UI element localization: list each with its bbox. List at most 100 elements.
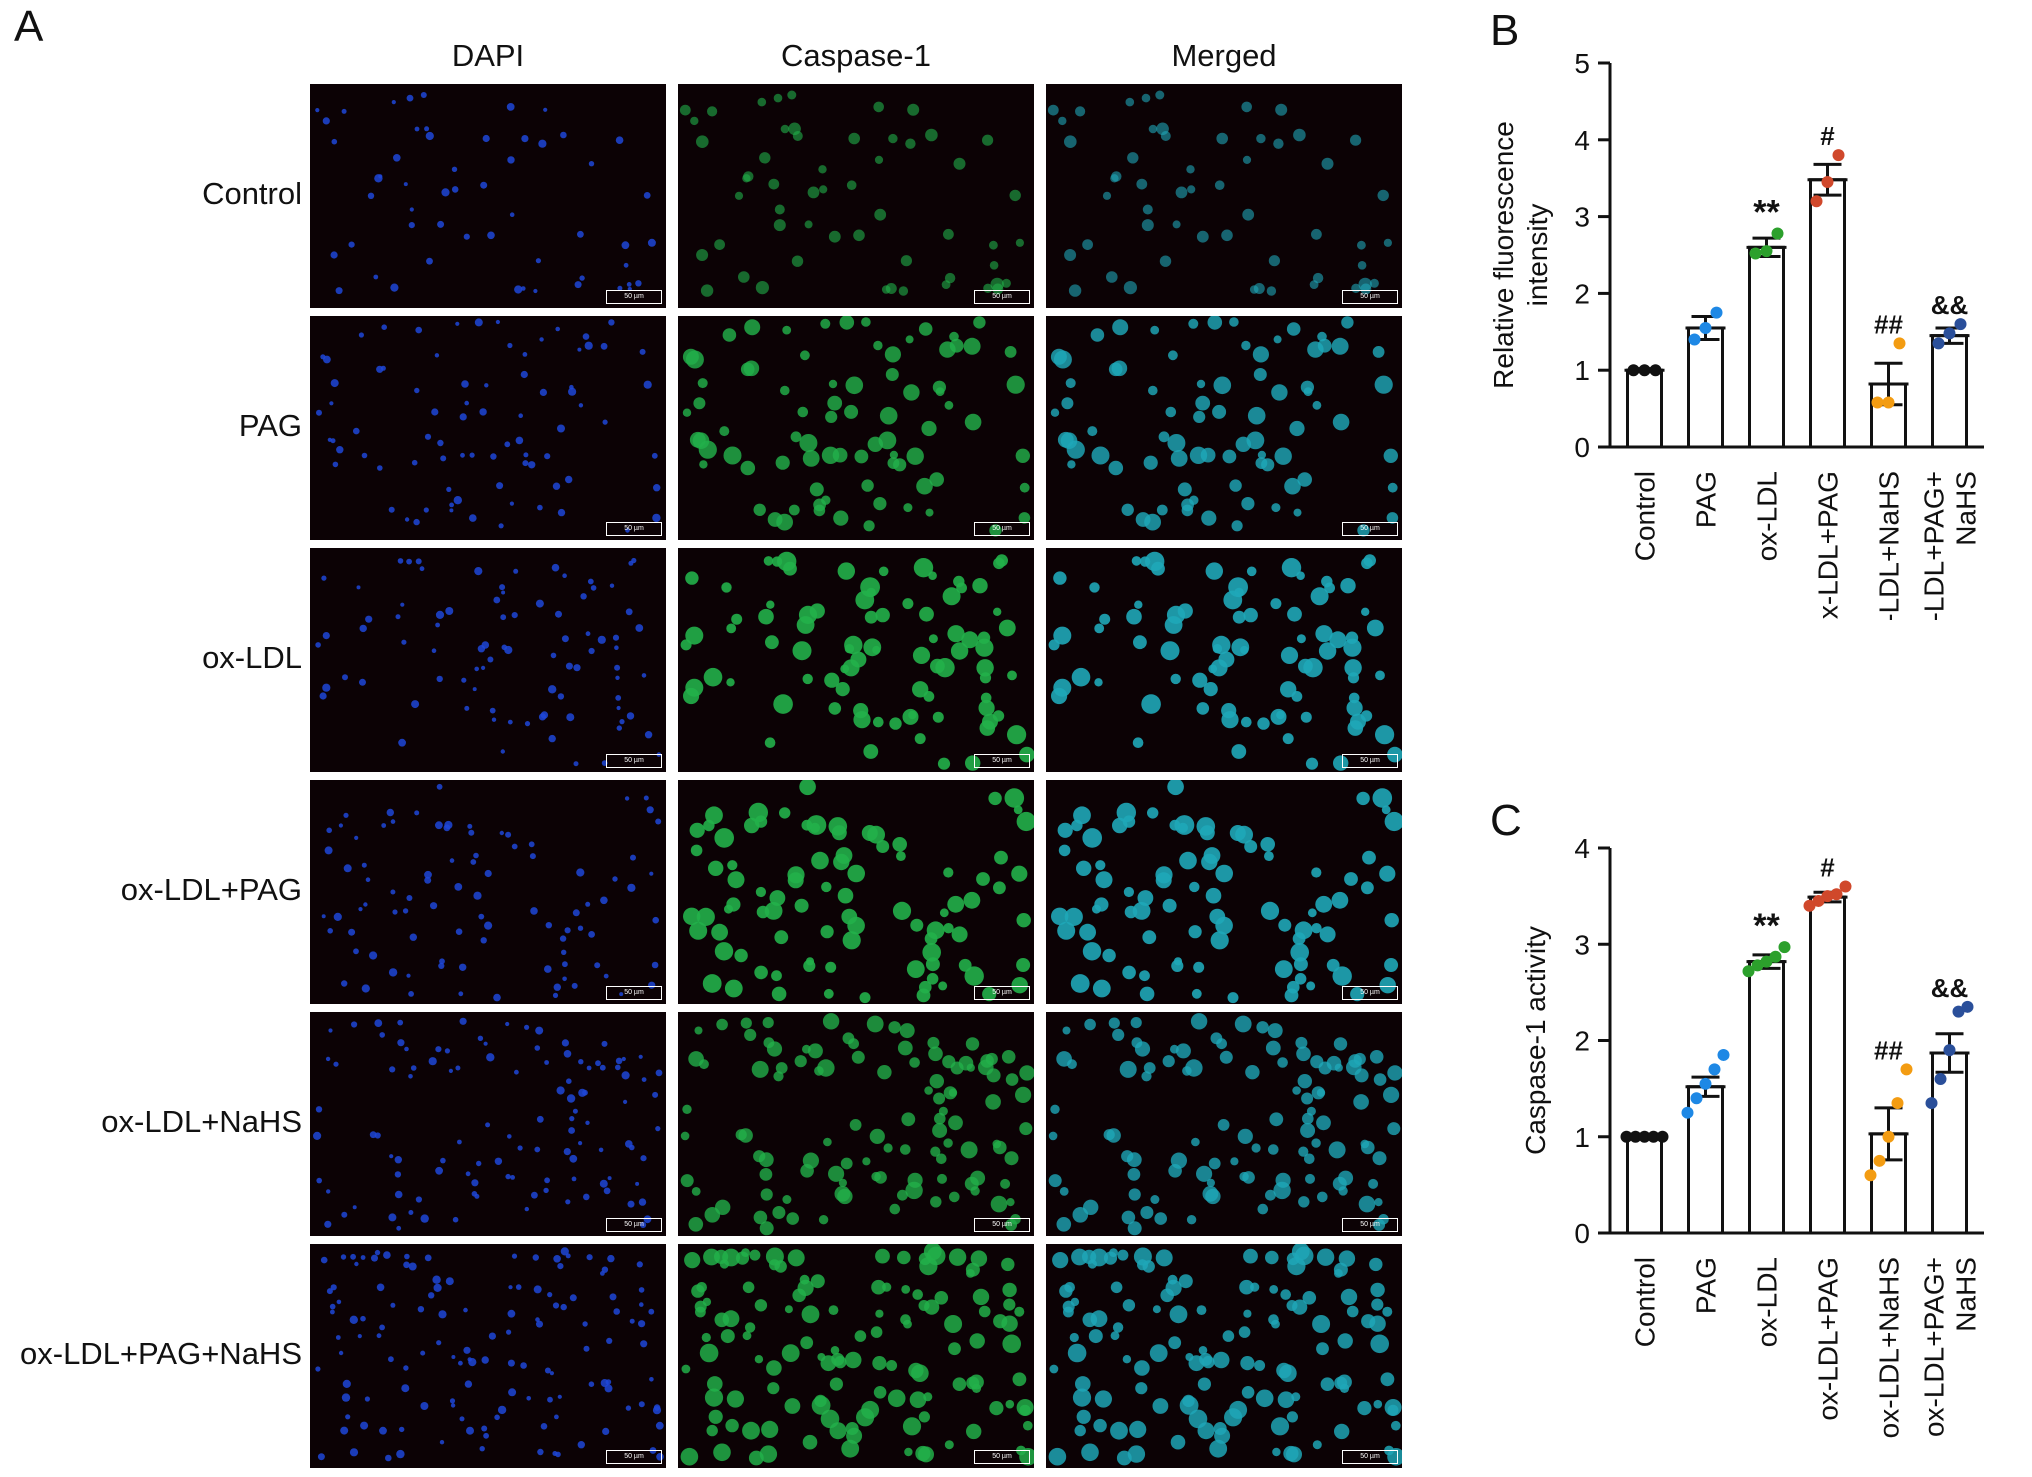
cell xyxy=(479,1446,485,1452)
cell xyxy=(1075,106,1086,117)
cell xyxy=(819,185,828,194)
cell xyxy=(364,1396,370,1402)
cell xyxy=(649,871,654,876)
cell xyxy=(381,324,387,330)
cell xyxy=(424,870,432,879)
cell xyxy=(882,1282,892,1292)
x-tick-label: Control xyxy=(1630,471,1661,561)
cell xyxy=(842,1032,855,1045)
cell xyxy=(1387,1404,1399,1416)
cell xyxy=(1009,189,1021,202)
cell xyxy=(1371,1298,1384,1311)
cell xyxy=(800,1336,814,1350)
cell xyxy=(499,830,504,836)
cell xyxy=(391,100,396,105)
cell xyxy=(1015,238,1024,247)
cell xyxy=(327,928,333,934)
cell xyxy=(873,101,884,113)
cell xyxy=(560,1303,567,1311)
cell xyxy=(1139,986,1155,1002)
cell xyxy=(1007,670,1017,681)
x-tick-label-line: ox-LDL xyxy=(1752,1257,1783,1347)
cell xyxy=(978,699,995,717)
cell xyxy=(423,507,429,513)
cell xyxy=(449,1398,456,1404)
cell xyxy=(579,275,585,281)
cell xyxy=(949,338,964,353)
cell xyxy=(348,241,355,248)
cell xyxy=(615,695,622,701)
cell xyxy=(1373,1399,1383,1409)
cell xyxy=(326,1288,333,1295)
cell xyxy=(552,482,561,490)
cell xyxy=(772,1206,786,1219)
cell xyxy=(833,853,850,871)
cell xyxy=(1089,582,1100,593)
cell xyxy=(1162,898,1177,913)
cell xyxy=(1210,931,1229,950)
cell xyxy=(649,1377,654,1382)
cell xyxy=(338,823,343,828)
cell xyxy=(466,1426,474,1435)
data-point xyxy=(1839,880,1852,893)
bar xyxy=(1809,895,1846,1235)
cell xyxy=(1095,860,1106,871)
cell xyxy=(847,864,865,883)
cell xyxy=(1231,638,1250,657)
cell xyxy=(1071,819,1083,832)
cell xyxy=(1082,239,1093,251)
cell xyxy=(1375,725,1395,745)
cell xyxy=(348,928,356,936)
cell xyxy=(341,108,347,114)
cell xyxy=(877,1065,892,1080)
cell xyxy=(458,991,464,997)
cell xyxy=(1318,1061,1332,1075)
cell xyxy=(431,408,439,416)
cell xyxy=(866,1015,884,1033)
cell xyxy=(993,607,1002,616)
cell xyxy=(1121,1210,1136,1225)
cell xyxy=(1174,815,1195,835)
cell xyxy=(802,673,813,685)
cell xyxy=(767,512,783,527)
cell xyxy=(458,1360,463,1366)
cell xyxy=(1306,981,1316,991)
cell xyxy=(944,1315,963,1333)
cell xyxy=(1019,1065,1034,1081)
x-tick-label-line: ox-LDL+PAG+ xyxy=(1919,471,1950,620)
cell xyxy=(813,504,826,517)
cell xyxy=(824,672,840,688)
cell xyxy=(1246,566,1257,577)
cell xyxy=(477,1035,484,1041)
cell xyxy=(904,1447,913,1457)
cell xyxy=(566,1094,576,1103)
cell xyxy=(1270,598,1282,610)
cell xyxy=(943,923,954,934)
cell xyxy=(1094,678,1103,687)
cell xyxy=(909,1057,920,1068)
cell xyxy=(406,973,411,978)
cell xyxy=(328,1028,333,1033)
cell xyxy=(1001,1050,1016,1064)
cell xyxy=(1170,1434,1186,1450)
data-point xyxy=(1778,941,1791,954)
cell xyxy=(330,1284,337,1291)
cell xyxy=(326,827,332,834)
cell xyxy=(1014,1306,1025,1317)
cell xyxy=(481,665,486,670)
cell xyxy=(844,644,855,654)
cell xyxy=(1302,1291,1317,1305)
scale-bar-label: 50 µm xyxy=(624,293,644,300)
cell xyxy=(641,673,647,678)
cell xyxy=(727,871,745,889)
data-point xyxy=(1832,149,1845,162)
cell xyxy=(1378,1214,1389,1225)
cell xyxy=(910,918,924,932)
cell xyxy=(544,1367,551,1374)
cell xyxy=(420,92,427,98)
scale-bar: 50 µm xyxy=(1342,1218,1398,1232)
cell xyxy=(1241,101,1252,113)
cell xyxy=(1010,1214,1021,1225)
cell xyxy=(1316,1088,1326,1097)
cell xyxy=(534,1146,541,1153)
